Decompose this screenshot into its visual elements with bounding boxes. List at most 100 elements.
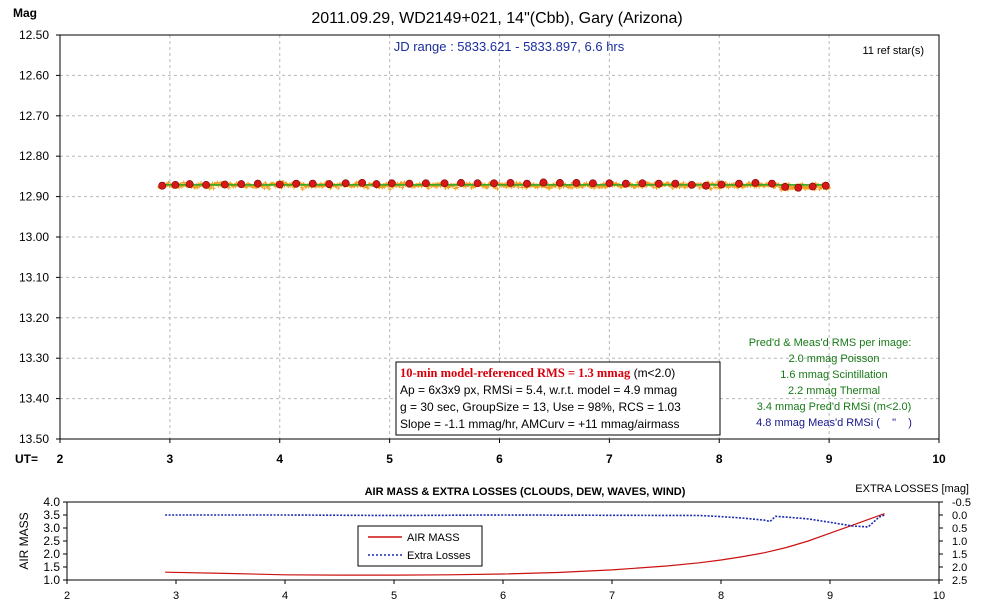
- extra-losses-line: [165, 514, 885, 528]
- measurement-point: [495, 186, 500, 191]
- ten-min-average-point: [358, 178, 367, 187]
- measurement-point: [262, 186, 267, 191]
- measurement-point: [181, 180, 186, 185]
- ref-stars-note: 11 ref star(s): [862, 45, 924, 57]
- airmass-chart: AIR MASS & EXTRA LOSSES (CLOUDS, DEW, WA…: [17, 483, 971, 602]
- lower-x-tick-label: 5: [391, 590, 397, 602]
- lower-y-ticks: 4.03.53.02.52.01.51.0: [43, 495, 67, 587]
- upper-x-tick-label: 2: [57, 452, 64, 466]
- ten-min-average-point: [473, 179, 482, 188]
- lower-x-tick-label: 10: [933, 590, 945, 602]
- rms-panel: Pred'd & Meas'd RMS per image: 2.0 mmag …: [749, 337, 912, 429]
- measurement-point: [336, 185, 341, 190]
- measurement-point: [697, 185, 702, 190]
- ten-min-average-point: [751, 178, 760, 187]
- ten-min-average-point: [702, 181, 710, 190]
- measurement-point: [207, 186, 212, 191]
- ten-min-average-point: [158, 181, 167, 190]
- ten-min-average-point: [572, 178, 581, 187]
- ten-min-average-point: [387, 179, 396, 188]
- rms-panel-heading: Pred'd & Meas'd RMS per image:: [749, 337, 912, 349]
- legend-label-airmass: AIR MASS: [407, 532, 460, 544]
- measurement-point: [166, 180, 171, 185]
- upper-y-tick-label: 13.40: [19, 392, 49, 406]
- lower-y2-tick-label: 0.5: [952, 523, 967, 535]
- ten-min-average-point: [621, 179, 630, 188]
- measurement-point: [400, 185, 405, 190]
- ten-min-average-point: [421, 179, 430, 188]
- ten-min-average-point: [556, 178, 564, 187]
- rms-line-measured: 4.8 mmag Meas'd RMSi ( " ): [756, 417, 912, 429]
- ten-min-average-point: [202, 180, 211, 189]
- ten-min-average-point: [220, 180, 229, 189]
- lower-y-tick-label: 2.5: [43, 534, 60, 548]
- ten-min-average-point: [735, 179, 743, 188]
- measurement-point: [485, 185, 490, 189]
- lower-x-tick-label: 3: [173, 590, 179, 602]
- rms-line-thermal: 2.2 mmag Thermal: [788, 385, 880, 397]
- measurement-point: [211, 186, 216, 191]
- measurement-point: [426, 186, 431, 191]
- rms-line-poisson: 2.0 mmag Poisson: [788, 353, 879, 365]
- measurement-point: [568, 185, 573, 190]
- upper-x-tick-label: 4: [276, 452, 283, 466]
- upper-y-tick-label: 12.50: [19, 28, 49, 42]
- ten-min-average-point: [523, 179, 531, 188]
- measurement-point: [580, 185, 585, 189]
- measurement-point: [779, 187, 784, 192]
- ten-min-average-point: [237, 180, 246, 188]
- ten-min-average-point: [171, 180, 180, 189]
- rms-line-predicted: 3.4 mmag Pred'd RMSi (m<2.0): [757, 401, 912, 413]
- ten-min-average-point: [654, 179, 663, 188]
- upper-gridlines: [60, 35, 939, 439]
- ten-min-average-point: [781, 183, 790, 191]
- lower-x-tick-label: 9: [827, 590, 833, 602]
- measurement-point: [380, 185, 385, 190]
- upper-y-ticks: 12.50 12.60 12.70 12.80 12.90 13.00 13.10 13.20…: [19, 28, 60, 446]
- lower-x-tick-label: 2: [64, 590, 70, 602]
- measurement-point: [709, 186, 714, 191]
- lower-x-tick-label: 4: [282, 590, 288, 602]
- upper-y-tick-label: 13.00: [19, 230, 49, 244]
- lower-y-tick-label: 1.0: [43, 573, 60, 587]
- ten-min-average-point: [405, 179, 414, 188]
- lower-chart-title: AIR MASS & EXTRA LOSSES (CLOUDS, DEW, WA…: [365, 486, 686, 498]
- lower-y2-tick-label: 1.0: [952, 536, 967, 548]
- lower-y2-tick-label: 2.5: [952, 575, 967, 587]
- measurement-point: [455, 185, 460, 190]
- upper-y-tick-label: 12.70: [19, 109, 49, 123]
- airmass-line: [165, 513, 885, 576]
- ten-min-average-point: [671, 179, 680, 188]
- summary-line-groups: g = 30 sec, GroupSize = 13, Use = 98%, R…: [400, 400, 681, 414]
- summary-line-slope: Slope = -1.1 mmag/hr, AMCurv = +11 mmag/…: [400, 417, 680, 431]
- measurement-point: [670, 186, 675, 191]
- airmass-axis-label: AIR MASS: [17, 512, 31, 569]
- measurement-point: [387, 187, 392, 192]
- upper-y-tick-label: 13.50: [19, 432, 49, 446]
- upper-x-tick-label: 9: [826, 452, 833, 466]
- measurement-point: [267, 186, 272, 191]
- ten-min-average-point: [341, 179, 350, 188]
- measurement-point: [677, 185, 682, 190]
- ten-min-average-point: [325, 180, 334, 188]
- jd-range-subtitle: JD range : 5833.621 - 5833.897, 6.6 hrs: [394, 39, 625, 54]
- y-axis-label: Mag: [13, 6, 37, 20]
- legend-label-extra-losses: Extra Losses: [407, 550, 471, 562]
- upper-y-tick-label: 12.90: [19, 190, 49, 204]
- legend-frame: [357, 525, 483, 567]
- ten-min-average-point: [253, 179, 262, 188]
- ten-min-average-point: [440, 179, 449, 188]
- x-axis-label: UT=: [15, 452, 38, 466]
- summary-box-frame: [395, 361, 721, 436]
- ten-min-average-point: [275, 180, 284, 189]
- lower-x-tick-label: 6: [500, 590, 506, 602]
- ten-min-average-point: [308, 179, 317, 188]
- ten-min-average-point: [687, 180, 696, 189]
- lower-y2-tick-label: -0.5: [952, 497, 971, 509]
- measurement-point: [516, 185, 521, 190]
- ten-min-average-point: [506, 178, 515, 187]
- ten-min-average-point: [794, 183, 803, 192]
- lower-y2-tick-label: 1.5: [952, 549, 967, 561]
